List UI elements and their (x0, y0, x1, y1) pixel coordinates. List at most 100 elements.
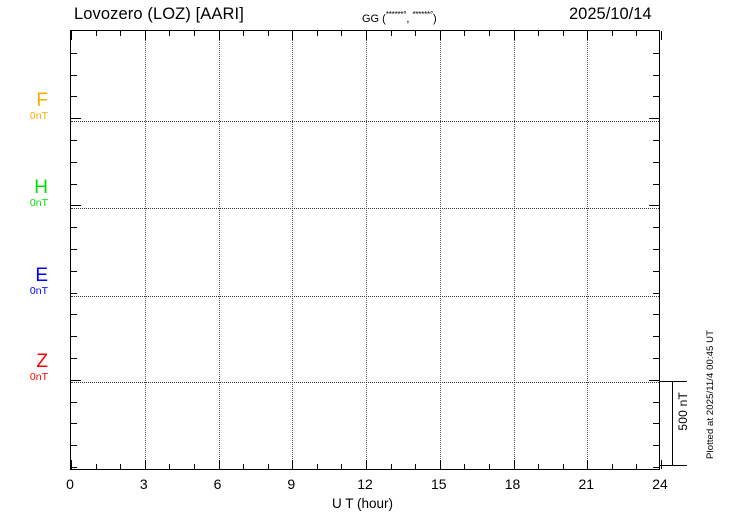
y-tick (71, 445, 77, 446)
coord-latitude: ****** (385, 10, 404, 19)
x-tick-label: 6 (213, 476, 222, 492)
y-tick-right (653, 358, 659, 359)
plotted-at-stamp: Plotted at 2025/11/4 00:45 UT (705, 330, 716, 459)
grid-layer (71, 31, 659, 469)
x-minor-tick (415, 464, 417, 469)
y-tick-right (649, 118, 659, 119)
x-minor-tick-top (169, 31, 171, 36)
x-major-tick-top (144, 31, 146, 40)
baseline-e (71, 296, 659, 297)
plot-area (70, 30, 662, 470)
baseline-f (71, 121, 659, 122)
x-minor-tick-top (120, 31, 122, 36)
x-tick-label: 12 (357, 476, 373, 492)
y-tick-right (653, 336, 659, 337)
x-minor-tick-top (390, 31, 392, 36)
component-letter-e: E (35, 265, 48, 286)
x-minor-tick-top (95, 31, 97, 36)
x-minor-tick (488, 464, 490, 469)
y-tick-right (653, 75, 659, 76)
x-tick-label: 3 (139, 476, 148, 492)
x-minor-tick (464, 464, 466, 469)
y-tick-right (649, 205, 659, 206)
x-minor-tick-top (243, 31, 245, 36)
x-tick-label: 24 (652, 476, 668, 492)
x-minor-tick-top (267, 31, 269, 36)
y-tick-right (653, 53, 659, 54)
x-tick-label: 15 (430, 476, 447, 492)
y-tick (71, 249, 77, 250)
x-major-tick-top (587, 31, 589, 40)
vertical-gridline (218, 31, 220, 469)
coord-suffix: ) (432, 13, 437, 25)
y-tick-right (653, 445, 659, 446)
y-tick (71, 227, 77, 228)
baseline-h (71, 208, 659, 209)
y-tick (71, 380, 81, 381)
tick-layer (71, 31, 662, 469)
baseline-layer (71, 31, 659, 469)
x-minor-tick-top (636, 31, 638, 36)
y-tick (71, 336, 77, 337)
y-tick-right (649, 380, 659, 381)
x-minor-tick-top (415, 31, 417, 36)
component-baseline-value-e: 0nT (29, 285, 48, 297)
y-tick-right (653, 423, 659, 424)
vertical-gridline (366, 31, 367, 469)
x-minor-tick (538, 464, 540, 469)
vertical-gridline (587, 31, 589, 469)
component-letter-f: F (36, 90, 48, 111)
x-minor-tick (562, 464, 564, 469)
component-label-h: H 0nT (0, 178, 48, 209)
x-major-tick (366, 460, 367, 469)
y-tick-right (653, 140, 659, 141)
y-tick (71, 140, 77, 141)
y-tick-right (653, 293, 659, 294)
scale-bar-label: 500 nT (676, 392, 690, 431)
y-tick-right (653, 162, 659, 163)
chart-header: Lovozero (LOZ) [AARI] GG (******°, *****… (0, 0, 730, 30)
x-major-tick (71, 460, 72, 469)
x-major-tick-top (513, 31, 515, 40)
coord-longitude-degree: ° (429, 10, 433, 19)
x-minor-tick-top (538, 31, 540, 36)
x-major-tick-top (218, 31, 220, 40)
x-major-tick (144, 460, 146, 469)
y-tick (71, 184, 77, 185)
y-tick (71, 314, 77, 315)
baseline-z (71, 382, 659, 383)
x-tick-label: 21 (578, 476, 595, 492)
y-tick (71, 53, 77, 54)
y-tick-right (653, 271, 659, 272)
x-minor-tick-top (316, 31, 318, 36)
geographic-coordinates: GG (******°, ******°) (362, 10, 437, 25)
vertical-gridline (144, 31, 146, 469)
y-tick-right (653, 402, 659, 403)
y-tick-right (653, 314, 659, 315)
y-tick (71, 96, 77, 97)
x-minor-tick (390, 464, 392, 469)
y-tick (71, 293, 77, 294)
component-baseline-value-z: 0nT (29, 371, 48, 383)
x-minor-tick (267, 464, 269, 469)
coord-longitude: ****** (412, 10, 430, 19)
x-minor-tick (95, 464, 97, 469)
y-tick (71, 423, 77, 424)
x-tick-label: 18 (504, 476, 521, 492)
x-major-tick (218, 460, 220, 469)
y-tick-right (653, 227, 659, 228)
x-major-tick (587, 460, 589, 469)
x-tick-label: 0 (66, 476, 74, 492)
vertical-gridline (292, 31, 294, 469)
x-minor-tick (316, 464, 318, 469)
x-major-tick-top (71, 31, 72, 40)
x-minor-tick (611, 464, 613, 469)
observation-date: 2025/10/14 (569, 5, 652, 23)
scale-bar-bottom-cap (659, 465, 687, 466)
y-tick-right (653, 184, 659, 185)
y-tick-right (653, 467, 659, 468)
x-minor-tick (193, 464, 195, 469)
x-major-tick (292, 460, 294, 469)
component-baseline-value-f: 0nT (29, 110, 48, 122)
